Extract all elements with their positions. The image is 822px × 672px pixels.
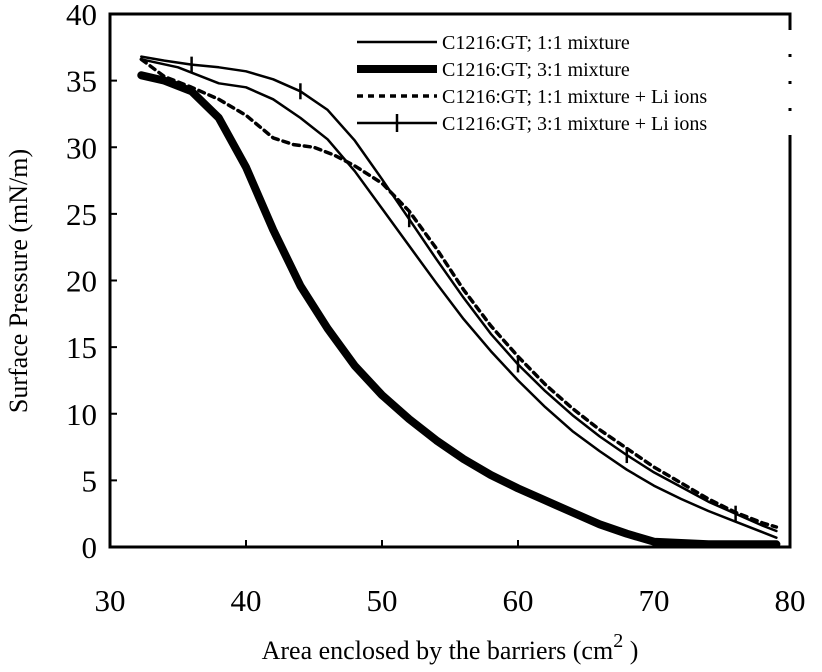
legend-label: C1216:GT; 3:1 mixture + Li ions	[442, 113, 707, 135]
x-tick-label: 50	[367, 583, 398, 618]
legend: C1216:GT; 1:1 mixture C1216:GT; 3:1 mixtu…	[355, 30, 792, 135]
series-line	[137, 71, 781, 549]
y-tick-label: 35	[66, 64, 97, 99]
x-tick-label: 40	[231, 583, 262, 618]
y-tick-label: 25	[66, 197, 97, 232]
x-axis-title-superscript: 2	[613, 630, 623, 652]
y-axis-tick-labels: 0 5 10 15 20 25 30 35 40	[66, 0, 97, 565]
y-tick-label: 40	[66, 0, 97, 32]
x-tick-label: 60	[503, 583, 534, 618]
y-axis-title: Surface Pressure (mN/m)	[4, 149, 33, 413]
x-tick-label: 80	[775, 583, 806, 618]
series-line	[139, 57, 779, 529]
x-axis-title-suffix: )	[623, 636, 638, 665]
x-axis-title-main: Area enclosed by the barriers (cm	[262, 636, 614, 665]
x-tick-label: 70	[639, 583, 670, 618]
legend-label: C1216:GT; 1:1 mixture	[442, 32, 630, 54]
x-axis-tick-labels: 30 40 50 60 70 80	[95, 583, 806, 618]
y-tick-label: 30	[66, 130, 97, 165]
series-line	[140, 58, 778, 539]
series-line	[140, 55, 778, 533]
x-tick-label: 30	[95, 583, 126, 618]
legend-label: C1216:GT; 3:1 mixture	[442, 59, 630, 81]
legend-label: C1216:GT; 1:1 mixture + Li ions	[442, 86, 707, 108]
series-curves	[137, 55, 781, 549]
axis-ticks	[109, 13, 791, 548]
y-tick-label: 10	[66, 397, 97, 432]
y-tick-label: 15	[66, 330, 97, 365]
y-tick-label: 5	[82, 463, 98, 498]
x-axis-title: Area enclosed by the barriers (cm2 )	[262, 630, 639, 665]
y-tick-label: 0	[82, 530, 98, 565]
y-tick-label: 20	[66, 264, 97, 299]
